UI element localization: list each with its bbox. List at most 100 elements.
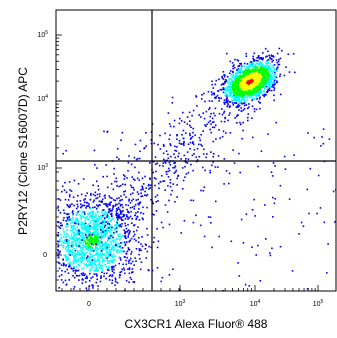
event-dot [224,94,226,97]
event-dot [265,83,268,86]
event-dot [76,252,78,255]
event-dot [223,103,226,105]
event-dot [59,244,62,246]
event-dot [255,74,258,77]
event-dot [78,228,81,231]
event-dot [265,82,267,85]
event-dot [127,268,129,270]
event-dot [137,241,140,243]
event-dot [243,85,246,88]
event-dot [80,262,83,264]
event-dot [67,199,70,201]
event-dot [236,99,239,101]
event-dot [279,57,282,60]
event-dot [128,272,131,275]
event-dot [99,251,102,254]
event-dot [200,143,202,146]
event-dot [145,187,147,189]
event-dot [87,228,90,231]
event-dot [247,84,249,86]
event-dot [89,236,92,239]
event-dot [228,88,230,91]
event-dot [82,279,84,281]
event-dot [229,132,232,134]
event-dot [67,247,69,249]
event-dot [126,250,129,253]
event-dot [189,124,191,127]
event-dot [114,228,116,231]
event-dot [187,171,190,174]
event-dot [118,235,120,237]
event-dot [283,74,286,77]
event-dot [242,129,244,132]
event-dot [89,232,92,235]
event-dot [254,82,257,85]
event-dot [85,234,87,236]
event-dot [113,224,116,227]
event-dot [198,143,200,146]
event-dot [101,216,104,218]
event-dot [124,231,126,233]
event-dot [114,224,117,226]
event-dot [108,267,110,270]
event-dot [113,167,115,170]
event-dot [85,227,88,230]
event-dot [68,246,70,248]
event-dot [153,214,155,216]
event-dot [61,185,64,188]
event-dot [173,166,176,169]
event-dot [131,271,134,273]
event-dot [84,222,87,225]
event-dot [67,253,70,255]
event-dot [246,82,248,84]
event-dot [308,212,310,215]
event-dot [74,243,77,245]
event-dot [106,213,109,215]
event-dot [76,249,79,252]
event-dot [241,137,243,140]
event-dot [102,229,104,231]
event-dot [114,277,117,280]
event-dot [183,220,186,222]
event-dot [110,234,113,236]
event-dot [80,260,83,262]
event-dot [256,57,258,59]
event-dot [67,272,70,274]
event-dot [64,198,67,201]
event-dot [269,78,272,80]
event-dot [110,219,112,222]
event-dot [109,208,111,210]
event-dot [246,87,249,89]
event-dot [243,81,245,84]
event-dot [78,254,81,256]
event-dot [116,218,119,221]
event-dot [189,132,191,135]
event-dot [57,245,59,248]
event-dot [273,80,275,83]
event-dot [226,95,229,98]
event-dot [226,75,229,78]
event-dot [102,264,104,267]
event-dot [230,70,232,72]
event-dot [87,243,90,246]
event-dot [269,80,272,83]
event-dot [232,67,234,70]
event-dot [86,226,89,229]
event-dot [103,234,106,236]
event-dot [161,276,164,279]
event-dot [100,277,102,279]
event-dot [259,73,262,76]
event-dot [72,263,75,265]
event-dot [84,273,86,276]
event-dot [81,212,84,214]
event-dot [266,69,269,72]
event-dot [244,74,247,76]
event-dot [133,233,136,236]
event-dot [212,87,215,89]
event-dot [130,278,133,281]
event-dot [251,94,253,97]
event-dot [60,264,63,266]
event-dot [174,171,177,173]
event-dot [108,235,110,238]
event-dot [154,196,157,198]
